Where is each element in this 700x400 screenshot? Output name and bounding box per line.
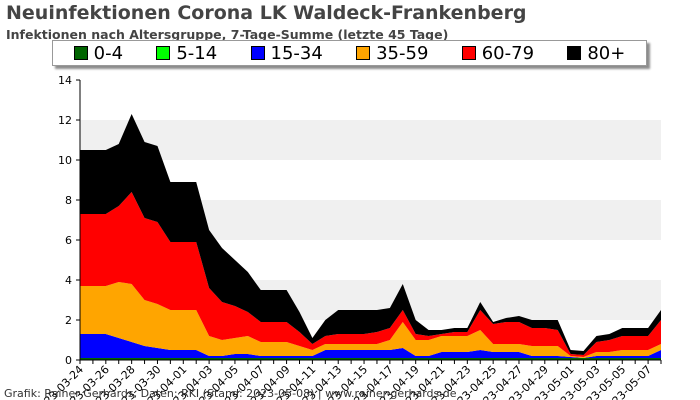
legend-item: 5-14	[156, 43, 217, 64]
y-tick-label: 10	[58, 154, 72, 167]
grid-band	[80, 120, 661, 160]
chart-legend: 0-4 5-14 15-34 35-59 60-79 80+	[52, 40, 647, 66]
legend-swatch	[567, 46, 582, 60]
y-tick-label: 12	[58, 114, 72, 127]
legend-label: 35-59	[376, 42, 429, 64]
y-tick-label: 8	[65, 194, 72, 207]
legend-swatch	[356, 46, 371, 60]
axes	[79, 80, 661, 361]
y-tick-label: 2	[65, 314, 72, 327]
legend-label: 60-79	[481, 42, 535, 64]
legend-label: 80+	[587, 42, 626, 64]
legend-label: 15-34	[270, 42, 323, 64]
legend-item: 60-79	[461, 42, 535, 64]
legend-item: 80+	[567, 43, 625, 64]
legend-swatch	[461, 46, 476, 60]
chart-title: Neuinfektionen Corona LK Waldeck-Franken…	[6, 2, 527, 24]
legend-swatch	[250, 46, 265, 60]
series-area-60-79	[80, 192, 661, 357]
y-tick-label: 14	[58, 74, 72, 87]
source-caption: Grafik: Rainer Gerhards, Daten: RKI (Sta…	[4, 387, 457, 400]
series-area-35-59	[80, 282, 661, 358]
legend-label: 0-4	[93, 42, 124, 64]
chart-subtitle: Infektionen nach Altersgruppe, 7-Tage-Su…	[6, 27, 449, 42]
legend-swatch	[73, 46, 88, 60]
legend-item: 35-59	[356, 43, 428, 64]
legend-item: 0-4	[73, 42, 124, 64]
grid-band	[80, 80, 661, 120]
series-area-80plus	[80, 114, 661, 355]
y-tick-label: 4	[65, 274, 72, 287]
y-tick-labels: 0 2 4 6 8 10 12 14	[58, 74, 80, 367]
legend-swatch	[156, 46, 171, 60]
legend-item: 15-34	[250, 42, 323, 64]
y-tick-label: 0	[65, 354, 72, 367]
legend-label: 5-14	[176, 42, 218, 64]
y-tick-label: 6	[65, 234, 72, 247]
